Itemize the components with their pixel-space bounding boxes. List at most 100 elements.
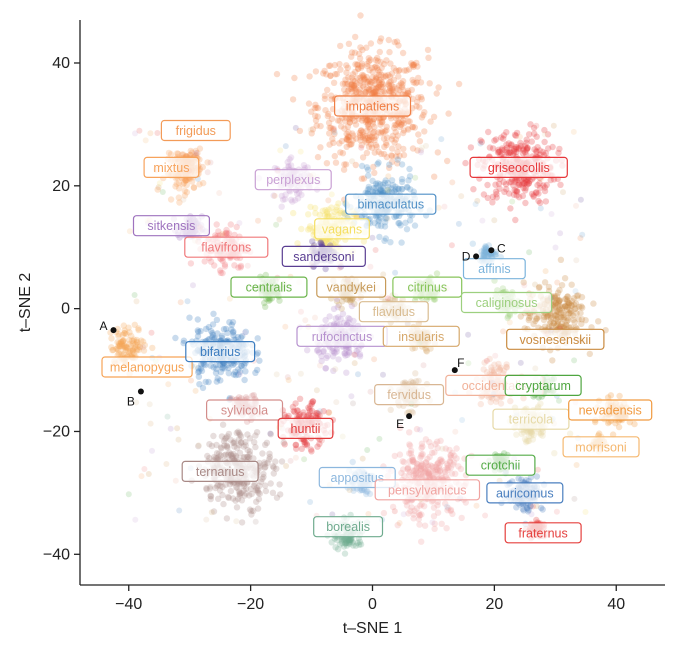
- cluster-point: [394, 85, 400, 91]
- background-point: [253, 519, 259, 525]
- cluster-point: [241, 377, 247, 383]
- cluster-point: [406, 441, 412, 447]
- background-point: [176, 508, 182, 514]
- background-point: [417, 427, 423, 433]
- background-point: [143, 137, 149, 143]
- cluster-point: [551, 450, 557, 456]
- cluster-point: [470, 241, 476, 247]
- background-point: [355, 371, 361, 377]
- cluster-point: [399, 176, 405, 182]
- x-tick-label: −20: [237, 596, 264, 613]
- cluster-point: [210, 433, 216, 439]
- cluster-point: [245, 447, 251, 453]
- cluster-point: [485, 129, 491, 135]
- x-axis-label: t–SNE 1: [343, 620, 403, 637]
- cluster-label: pensylvanicus: [388, 483, 467, 497]
- cluster-point: [314, 444, 320, 450]
- background-point: [521, 282, 527, 288]
- y-tick-label: −20: [43, 423, 70, 440]
- background-point: [351, 352, 357, 358]
- cluster-point: [445, 110, 451, 116]
- cluster-point: [534, 134, 540, 140]
- label-sylvicola: sylvicola: [207, 400, 283, 420]
- cluster-label: vagans: [322, 222, 362, 236]
- cluster-point: [307, 204, 313, 210]
- cluster-point: [130, 348, 136, 354]
- cluster-label: citrinus: [408, 281, 448, 295]
- cluster-point: [560, 312, 566, 318]
- y-tick-label: 40: [52, 55, 70, 72]
- cluster-point: [344, 136, 350, 142]
- cluster-point: [224, 433, 230, 439]
- background-point: [308, 127, 314, 133]
- cluster-point: [397, 451, 403, 457]
- cluster-point: [366, 132, 372, 138]
- cluster-point: [381, 88, 387, 94]
- cluster-point: [521, 429, 527, 435]
- cluster-point: [188, 260, 194, 266]
- cluster-point: [567, 431, 573, 437]
- cluster-point: [326, 120, 332, 126]
- background-point: [298, 371, 304, 377]
- cluster-point: [531, 146, 537, 152]
- background-point: [583, 509, 589, 515]
- cluster-point: [273, 466, 279, 472]
- label-frigidus: frigidus: [161, 121, 230, 141]
- cluster-point: [366, 55, 372, 61]
- cluster-point: [535, 198, 541, 204]
- background-point: [203, 517, 209, 523]
- label-ternarius: ternarius: [182, 461, 258, 481]
- cluster-point: [318, 239, 324, 245]
- cluster-point: [299, 446, 305, 452]
- cluster-point: [365, 172, 371, 178]
- cluster-point: [215, 496, 221, 502]
- background-point: [282, 324, 288, 330]
- background-point: [365, 511, 371, 517]
- cluster-point: [312, 102, 318, 108]
- cluster-label: griseocollis: [488, 161, 550, 175]
- cluster-point: [290, 210, 296, 216]
- cluster-point: [500, 285, 506, 291]
- background-point: [180, 197, 186, 203]
- cluster-point: [415, 131, 421, 137]
- label-morrisoni: morrisoni: [563, 437, 639, 457]
- background-point: [147, 130, 153, 136]
- background-point: [326, 410, 332, 416]
- cluster-point: [493, 191, 499, 197]
- background-point: [208, 160, 214, 166]
- cluster-point: [337, 43, 343, 49]
- cluster-point: [423, 436, 429, 442]
- cluster-point: [557, 182, 563, 188]
- cluster-point: [238, 263, 244, 269]
- cluster-label: sylvicola: [221, 404, 268, 418]
- cluster-point: [369, 65, 375, 71]
- cluster-point: [346, 41, 352, 47]
- background-point: [233, 518, 239, 524]
- background-point: [500, 328, 506, 334]
- background-point: [190, 282, 196, 288]
- label-citrinus: citrinus: [393, 277, 462, 297]
- cluster-point: [226, 319, 232, 325]
- cluster-point: [359, 176, 365, 182]
- cluster-point: [427, 454, 433, 460]
- background-point: [333, 399, 339, 405]
- label-vagans: vagans: [315, 219, 370, 239]
- cluster-point: [126, 337, 132, 343]
- background-point: [401, 511, 407, 517]
- cluster-point: [417, 138, 423, 144]
- cluster-point: [578, 303, 584, 309]
- cluster-label: sandersoni: [293, 250, 354, 264]
- cluster-point: [529, 138, 535, 144]
- cluster-point: [374, 161, 380, 167]
- background-point: [165, 381, 171, 387]
- background-point: [556, 398, 562, 404]
- cluster-point: [360, 132, 366, 138]
- label-vandykei: vandykei: [317, 277, 386, 297]
- label-centralis: centralis: [231, 277, 307, 297]
- cluster-point: [378, 72, 384, 78]
- cluster-point: [507, 205, 513, 211]
- cluster-point: [317, 123, 323, 129]
- background-point: [352, 360, 358, 366]
- cluster-point: [348, 141, 354, 147]
- cluster-point: [200, 385, 206, 391]
